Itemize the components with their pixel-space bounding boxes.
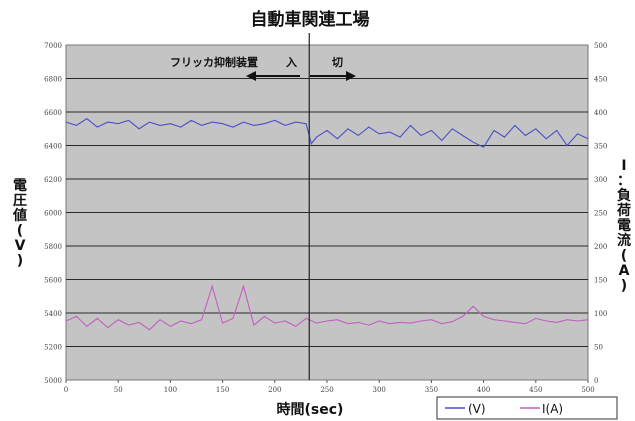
y-right-tick-label: 350 xyxy=(594,143,607,151)
series-group xyxy=(65,118,589,331)
legend: (V) I(A) xyxy=(436,396,618,420)
y-right-axis-label-char: I xyxy=(621,158,626,174)
y-left-axis-label-char: 電 xyxy=(13,177,27,194)
y-right-axis-label-char: 負 xyxy=(617,187,631,204)
y-left-tick-label: 6800 xyxy=(44,76,62,84)
y-left-tick-label: 5000 xyxy=(44,377,62,385)
x-tick-label: 150 xyxy=(216,386,229,394)
chart-title: 自動車関連工場 xyxy=(251,9,370,30)
y-right-axis-label-char: ： xyxy=(617,173,631,189)
x-tick-label: 400 xyxy=(477,386,490,394)
y-right-tick-label: 450 xyxy=(594,76,607,84)
x-tick-label: 100 xyxy=(164,386,177,394)
x-tick-label: 300 xyxy=(373,386,386,394)
y-right-tick-label: 400 xyxy=(594,109,607,117)
x-tick-label: 450 xyxy=(529,386,542,394)
y-right-axis-label-char: 荷 xyxy=(616,202,631,219)
x-tick-label: 50 xyxy=(114,386,123,394)
annotation-arrowhead-right xyxy=(346,71,356,81)
annotation-arrowhead-left xyxy=(246,71,256,81)
y-right-axis-label-char: A xyxy=(619,263,630,279)
y-left-axis-label: 電圧値(V) xyxy=(12,177,27,269)
y-right-tick-label: 0 xyxy=(594,377,598,385)
y-left-tick-label: 6000 xyxy=(44,210,62,218)
x-tick-label: 250 xyxy=(320,386,333,394)
y-right-axis-label-char: 流 xyxy=(617,232,631,249)
y-right-tick-label: 150 xyxy=(594,277,607,285)
x-tick-label: 500 xyxy=(581,386,594,394)
y-left-tick-label: 5800 xyxy=(44,243,62,251)
x-tick-label: 0 xyxy=(64,386,68,394)
y-left-tick-label: 5200 xyxy=(44,344,62,352)
y-left-tick-labels: 5000 5200 5400 5600 5800 6000 6200 6400 6600 6800… xyxy=(44,42,62,385)
y-left-tick-label: 6600 xyxy=(44,109,62,117)
y-left-tick-label: 6400 xyxy=(44,143,62,151)
y-left-tick-label: 5600 xyxy=(44,277,62,285)
y-right-tick-label: 500 xyxy=(594,42,607,50)
y-left-tick-label: 7000 xyxy=(44,42,62,50)
legend-v-label: (V) xyxy=(468,402,486,416)
x-tick-labels: 0 50 100 150 200 250 300 350 400 450 500 xyxy=(64,380,595,394)
y-right-axis-label-char: ) xyxy=(621,278,627,294)
y-left-axis-label-char: V xyxy=(15,238,26,254)
y-right-axis-label-char: 電 xyxy=(617,217,631,234)
y-right-tick-label: 50 xyxy=(594,344,603,352)
annotation-device-label: フリッカ抑制装置 xyxy=(170,55,258,69)
x-tick-label: 350 xyxy=(425,386,438,394)
x-tick-label: 200 xyxy=(268,386,281,394)
series-current-line xyxy=(65,284,589,331)
grid-lines xyxy=(66,78,588,347)
y-right-tick-labels: 0 50 100 150 200 250 300 350 400 450 500 xyxy=(594,42,607,385)
annotation-off-label: 切 xyxy=(332,56,343,69)
series-voltage-line xyxy=(65,118,589,148)
y-right-axis-label-char: ( xyxy=(621,248,627,264)
legend-i-label: I(A) xyxy=(542,402,563,416)
y-left-tick-label: 6200 xyxy=(44,176,62,184)
y-right-tick-label: 300 xyxy=(594,176,607,184)
y-right-tick-label: 200 xyxy=(594,243,607,251)
y-left-axis-label-char: ( xyxy=(17,223,23,239)
annotation-on-label: 入 xyxy=(286,56,297,69)
y-left-axis-label-char: 圧 xyxy=(13,193,27,209)
x-axis-label: 時間(sec) xyxy=(277,401,344,418)
y-right-tick-label: 100 xyxy=(594,310,607,318)
y-right-tick-label: 250 xyxy=(594,210,607,218)
y-left-tick-label: 5400 xyxy=(44,310,62,318)
y-left-axis-label-char: 値 xyxy=(12,207,27,224)
y-left-axis-label-char: ) xyxy=(17,253,23,269)
